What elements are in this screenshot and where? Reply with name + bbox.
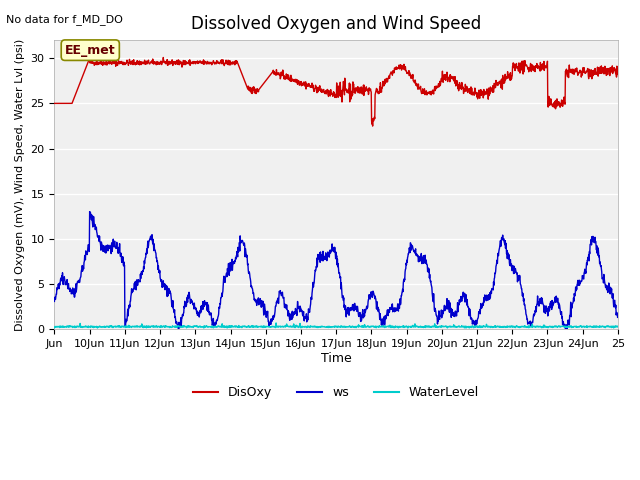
Title: Dissolved Oxygen and Wind Speed: Dissolved Oxygen and Wind Speed — [191, 15, 481, 33]
Legend: DisOxy, ws, WaterLevel: DisOxy, ws, WaterLevel — [188, 381, 484, 404]
Text: No data for f_MD_DO: No data for f_MD_DO — [6, 14, 124, 25]
X-axis label: Time: Time — [321, 352, 351, 365]
Y-axis label: Dissolved Oxygen (mV), Wind Speed, Water Lvl (psi): Dissolved Oxygen (mV), Wind Speed, Water… — [15, 38, 25, 331]
Text: EE_met: EE_met — [65, 44, 116, 57]
